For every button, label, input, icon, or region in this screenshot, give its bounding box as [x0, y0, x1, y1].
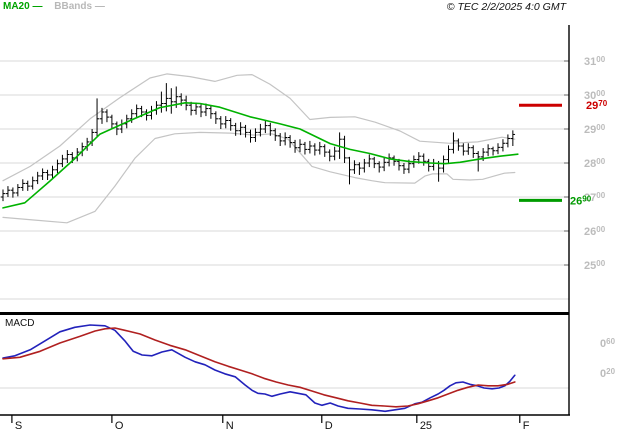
copyright-timestamp: © TEC 2/2/2025 4:0 GMT — [446, 1, 566, 13]
macd-line — [2, 324, 516, 413]
legend-ma20-swatch: — — [32, 1, 42, 12]
x-axis-ticks: S O N D 25 F — [11, 415, 530, 432]
svg-text:2700: 2700 — [584, 191, 606, 204]
signal-line — [2, 327, 516, 408]
svg-text:O: O — [115, 420, 124, 432]
svg-text:25: 25 — [420, 420, 432, 432]
svg-text:020: 020 — [600, 367, 616, 380]
svg-text:F: F — [523, 420, 530, 432]
legend-bbands-label: BBands — [54, 1, 93, 12]
svg-text:N: N — [226, 420, 234, 432]
svg-text:2600: 2600 — [584, 225, 606, 238]
resistance-level: 2970 — [519, 99, 608, 112]
macd-panel-label: MACD — [5, 318, 35, 329]
legend-bbands-swatch: — — [94, 1, 105, 12]
svg-text:3100: 3100 — [584, 55, 606, 68]
svg-text:2900: 2900 — [584, 123, 606, 136]
svg-text:S: S — [15, 420, 22, 432]
svg-text:2800: 2800 — [584, 157, 606, 170]
price-gridlines — [0, 60, 569, 300]
bband-lower-line — [2, 131, 516, 224]
bband-upper-line — [2, 73, 516, 182]
svg-text:2690: 2690 — [570, 194, 592, 207]
legend-ma20-label: MA20 — [3, 1, 30, 12]
svg-text:D: D — [325, 420, 333, 432]
support-level: 2690 — [519, 194, 592, 207]
price-axis-labels: 3100 3000 2900 2800 2700 2600 2500 — [584, 55, 606, 272]
svg-text:060: 060 — [600, 337, 616, 350]
macd-axis-labels: 060 020 — [600, 337, 616, 380]
chart-legend: MA20 — BBands — — [3, 1, 105, 12]
svg-text:2500: 2500 — [584, 259, 606, 272]
svg-text:2970: 2970 — [586, 99, 608, 112]
ma20-line — [2, 102, 519, 209]
price-axis-ticks — [564, 60, 569, 266]
svg-text:3000: 3000 — [584, 89, 606, 102]
